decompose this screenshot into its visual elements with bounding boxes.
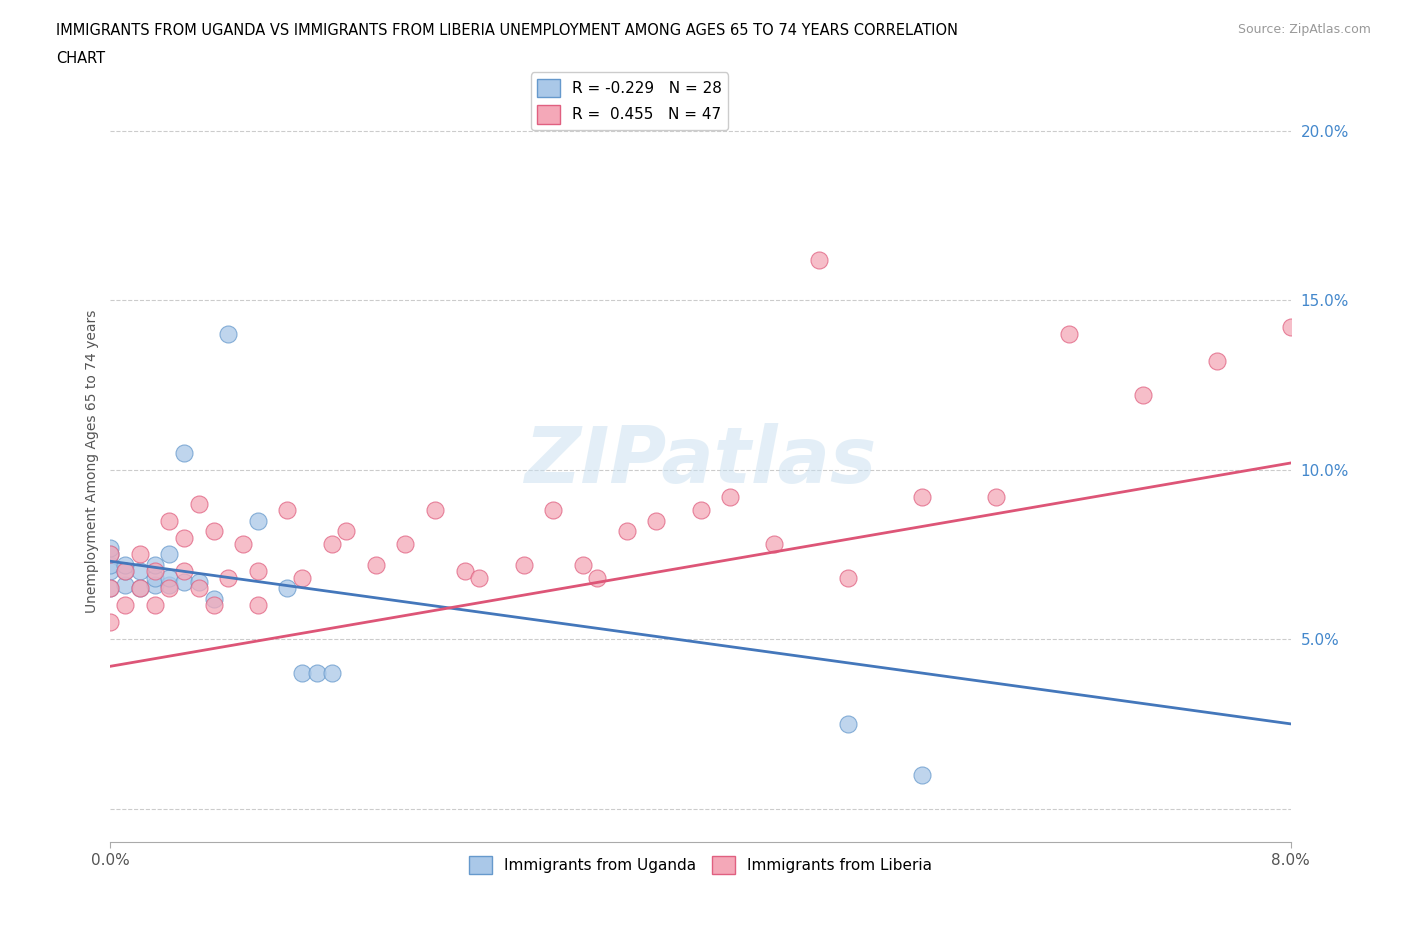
Point — [571, 557, 593, 572]
Point — [187, 497, 209, 512]
Point — [246, 513, 269, 528]
Point — [291, 571, 314, 586]
Point — [616, 524, 638, 538]
Point — [100, 547, 122, 562]
Point — [276, 503, 298, 518]
Point — [100, 557, 122, 572]
Point — [159, 581, 181, 596]
Point — [187, 574, 209, 589]
Point — [100, 581, 122, 596]
Point — [129, 547, 152, 562]
Point — [394, 537, 416, 551]
Point — [100, 540, 122, 555]
Point — [232, 537, 254, 551]
Point — [1206, 354, 1229, 369]
Legend: Immigrants from Uganda, Immigrants from Liberia: Immigrants from Uganda, Immigrants from … — [463, 850, 938, 881]
Point — [1132, 388, 1154, 403]
Point — [159, 578, 181, 592]
Point — [202, 598, 225, 613]
Text: IMMIGRANTS FROM UGANDA VS IMMIGRANTS FROM LIBERIA UNEMPLOYMENT AMONG AGES 65 TO : IMMIGRANTS FROM UGANDA VS IMMIGRANTS FRO… — [56, 23, 959, 38]
Point — [276, 581, 298, 596]
Point — [173, 564, 195, 578]
Point — [763, 537, 786, 551]
Point — [1059, 326, 1081, 341]
Point — [335, 524, 357, 538]
Point — [187, 581, 209, 596]
Point — [837, 716, 859, 731]
Point — [100, 581, 122, 596]
Point — [689, 503, 711, 518]
Point — [159, 513, 181, 528]
Point — [159, 571, 181, 586]
Point — [246, 564, 269, 578]
Point — [100, 615, 122, 630]
Point — [911, 489, 934, 504]
Point — [202, 591, 225, 606]
Point — [100, 564, 122, 578]
Text: Source: ZipAtlas.com: Source: ZipAtlas.com — [1237, 23, 1371, 36]
Point — [114, 564, 136, 578]
Point — [1279, 320, 1302, 335]
Point — [586, 571, 609, 586]
Point — [129, 581, 152, 596]
Point — [143, 564, 166, 578]
Point — [837, 571, 859, 586]
Point — [291, 666, 314, 681]
Point — [364, 557, 387, 572]
Point — [129, 564, 152, 578]
Point — [100, 547, 122, 562]
Point — [217, 571, 239, 586]
Point — [423, 503, 446, 518]
Point — [246, 598, 269, 613]
Point — [321, 537, 343, 551]
Point — [911, 767, 934, 782]
Point — [173, 445, 195, 460]
Point — [143, 571, 166, 586]
Point — [541, 503, 564, 518]
Point — [114, 564, 136, 578]
Point — [143, 598, 166, 613]
Point — [718, 489, 741, 504]
Point — [468, 571, 491, 586]
Point — [143, 578, 166, 592]
Point — [114, 557, 136, 572]
Point — [305, 666, 328, 681]
Point — [202, 524, 225, 538]
Point — [453, 564, 475, 578]
Point — [321, 666, 343, 681]
Point — [173, 530, 195, 545]
Point — [143, 557, 166, 572]
Point — [217, 326, 239, 341]
Point — [512, 557, 534, 572]
Point — [173, 574, 195, 589]
Point — [645, 513, 668, 528]
Point — [984, 489, 1007, 504]
Text: ZIPatlas: ZIPatlas — [524, 423, 877, 499]
Text: CHART: CHART — [56, 51, 105, 66]
Point — [114, 578, 136, 592]
Point — [129, 581, 152, 596]
Point — [159, 547, 181, 562]
Y-axis label: Unemployment Among Ages 65 to 74 years: Unemployment Among Ages 65 to 74 years — [86, 310, 100, 613]
Point — [114, 598, 136, 613]
Point — [807, 252, 830, 267]
